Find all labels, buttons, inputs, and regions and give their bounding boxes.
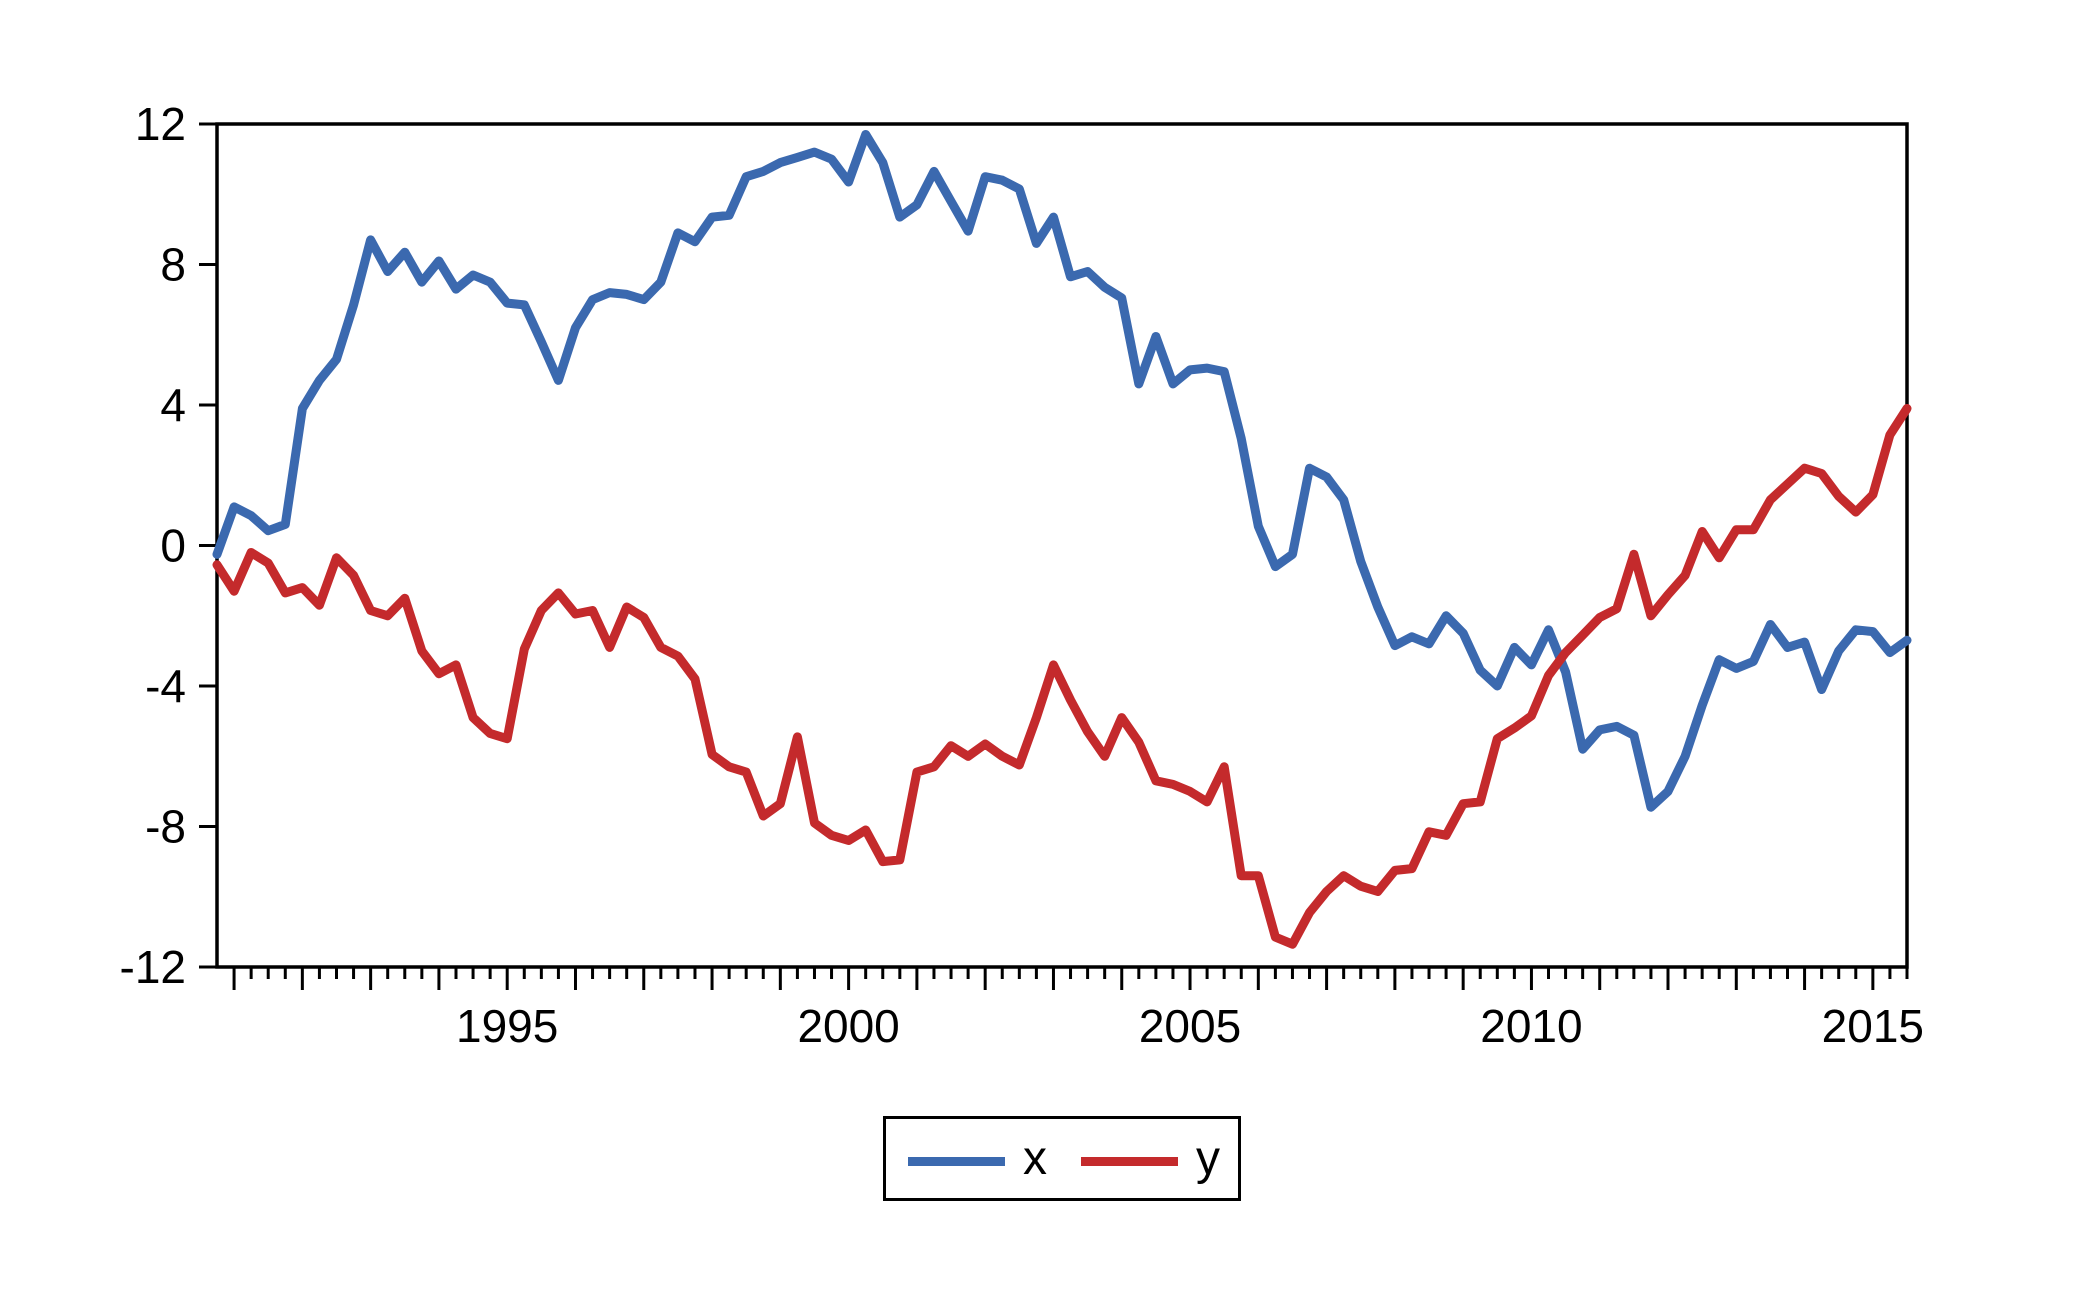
x-axis-year-label: 2010 xyxy=(1480,1000,1582,1052)
x-axis-year-label: 2005 xyxy=(1139,1000,1241,1052)
legend-swatch-series-x xyxy=(908,1157,1005,1166)
y-axis-tick-label: -8 xyxy=(145,801,186,853)
legend-label-series-x: x xyxy=(1023,1132,1047,1185)
y-axis-tick-label: 12 xyxy=(135,98,186,150)
legend-label-series-y: y xyxy=(1196,1132,1220,1185)
y-axis-tick-label: -4 xyxy=(145,660,186,712)
series-line-y xyxy=(212,404,1912,949)
legend-swatch-series-y xyxy=(1081,1157,1178,1166)
y-axis-tick-label: -12 xyxy=(120,941,186,993)
y-axis-tick-label: 8 xyxy=(160,239,186,291)
x-axis-year-label: 1995 xyxy=(456,1000,558,1052)
x-axis-year-label: 2015 xyxy=(1822,1000,1924,1052)
y-axis-tick-label: 0 xyxy=(160,520,186,572)
legend: x y xyxy=(883,1116,1241,1201)
x-axis-year-label: 2000 xyxy=(797,1000,899,1052)
y-axis-tick-label: 4 xyxy=(160,379,186,431)
series-line-x xyxy=(212,130,1912,812)
